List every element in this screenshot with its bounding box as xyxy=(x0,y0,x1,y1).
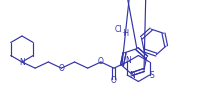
Text: N: N xyxy=(125,56,131,65)
Text: Cl: Cl xyxy=(114,25,122,33)
Text: N: N xyxy=(129,71,135,80)
Text: ·H: ·H xyxy=(121,28,129,37)
Text: S: S xyxy=(149,71,154,80)
Text: N: N xyxy=(19,58,25,67)
Text: O: O xyxy=(98,57,104,66)
Text: O: O xyxy=(111,76,117,85)
Text: O: O xyxy=(59,64,64,73)
